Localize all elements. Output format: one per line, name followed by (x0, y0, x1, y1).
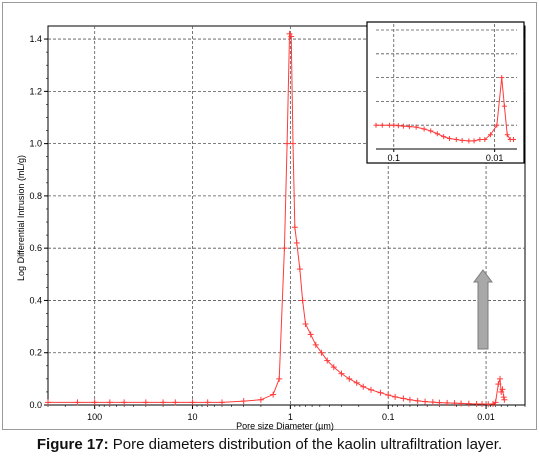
inset-frame (366, 21, 525, 164)
up-arrow-annotation (473, 269, 493, 350)
x-tick-label-2: 1 (288, 412, 293, 422)
caption-text: Pore diameters distribution of the kaoli… (108, 436, 503, 453)
y-tick-label-4: 0.8 (29, 191, 42, 201)
x-axis-title: Pore size Diameter (µm) (236, 421, 334, 431)
y-axis-title: Log Differential Intrusion (mL/g) (16, 155, 26, 281)
y-tick-label-2: 0.4 (29, 295, 42, 305)
x-tick-label-1: 10 (188, 412, 198, 422)
y-tick-label-3: 0.6 (29, 243, 42, 253)
inset-x-tick-label-1: 0.01 (486, 153, 504, 163)
y-tick-label-5: 1.0 (29, 139, 42, 149)
x-tick-label-3: 0.1 (382, 412, 395, 422)
caption-label: Figure 17: (36, 436, 109, 453)
y-tick-label-0: 0.0 (29, 400, 42, 410)
x-tick-label-4: 0.01 (477, 412, 495, 422)
figure-caption: Figure 17: Pore diameters distribution o… (0, 436, 539, 453)
y-tick-label-1: 0.2 (29, 348, 42, 358)
y-tick-label-7: 1.4 (29, 34, 42, 44)
y-tick-label-6: 1.2 (29, 86, 42, 96)
inset-x-tick-label-0: 0.1 (388, 153, 401, 163)
inset-plot: 0.1 0.01 (366, 21, 525, 164)
x-tick-label-0: 100 (87, 412, 102, 422)
